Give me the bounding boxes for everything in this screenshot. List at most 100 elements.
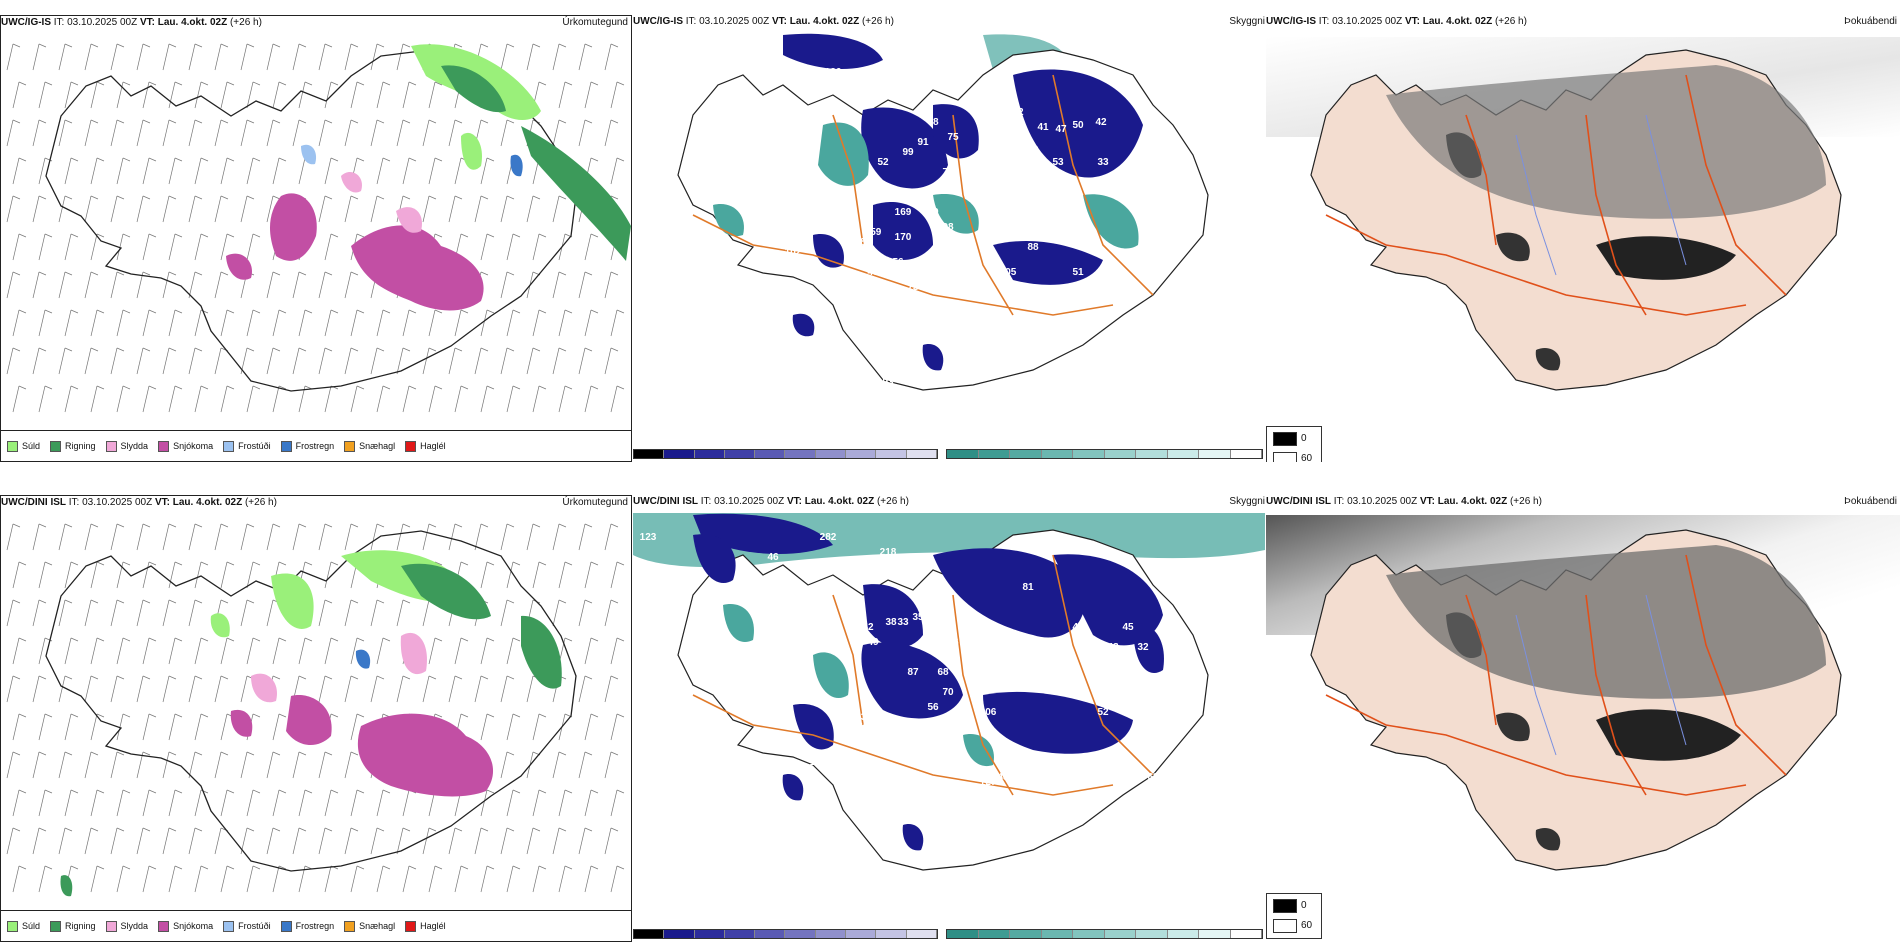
wind-barb	[58, 523, 73, 551]
wind-barb	[578, 827, 593, 855]
wind-barb	[6, 751, 21, 779]
wind-barb	[480, 637, 495, 665]
wind-barb	[168, 157, 183, 185]
legend-item: Haglél	[405, 920, 446, 932]
cloud-base-value: 56	[892, 257, 904, 268]
wind-barb	[292, 347, 307, 375]
wind-barb	[480, 233, 495, 261]
wind-barb	[136, 347, 151, 375]
colorbar-tick: 10	[1245, 941, 1257, 942]
cloud-base-value: 48	[1107, 642, 1119, 653]
wind-barb	[474, 347, 489, 375]
wind-barb	[32, 599, 47, 627]
cloud-base-value: 15	[767, 327, 779, 338]
wind-barb	[90, 81, 105, 109]
wind-barb	[500, 119, 515, 147]
wind-barb	[188, 43, 203, 71]
wind-barb	[266, 195, 281, 223]
wind-barb	[558, 561, 573, 589]
legend-swatch	[7, 440, 18, 452]
panel-title: UWC/DINI ISL IT: 03.10.2025 00Z VT: Lau.…	[633, 496, 909, 507]
wind-barb	[480, 385, 495, 413]
colorbar-tick: 3	[1028, 461, 1034, 462]
wind-barb	[298, 309, 313, 337]
cloud-base-colorbar: m 0 200 400 600 800 1000	[633, 929, 938, 942]
cloud-base-value: 136	[825, 67, 842, 78]
wind-barb	[38, 865, 53, 893]
fog-legend-high: 60	[1301, 920, 1313, 931]
precip-legend: Súld Rigning Slydda Snjókoma Frostúði Frostre…	[1, 430, 631, 461]
wind-barb	[64, 233, 79, 261]
fog-legend-low: 0	[1301, 433, 1307, 444]
wind-barb	[194, 233, 209, 261]
wind-barb	[110, 675, 125, 703]
wind-barb	[324, 865, 339, 893]
wind-barb	[188, 751, 203, 779]
cloud-base-value: 179	[790, 82, 807, 93]
wind-barb	[246, 789, 261, 817]
wind-barb	[240, 599, 255, 627]
legend-label: Snæhagl	[359, 921, 396, 931]
cloud-base-value: 36	[757, 277, 769, 288]
wind-barb	[370, 827, 385, 855]
wind-barb	[142, 309, 157, 337]
colorbar-tick: 6	[1122, 941, 1128, 942]
wind-barb	[84, 523, 99, 551]
legend-swatch	[280, 920, 292, 932]
wind-barb	[58, 827, 73, 855]
colorbar-tick: 1	[965, 941, 971, 942]
wind-barb	[318, 675, 333, 703]
legend-item: Súld	[7, 920, 40, 932]
wind-barb	[214, 195, 229, 223]
colorbar-cells	[946, 449, 1263, 459]
wind-barb	[246, 385, 261, 413]
wind-barb	[344, 347, 359, 375]
wind-barb	[376, 81, 391, 109]
wind-barb	[220, 637, 235, 665]
wind-barb	[142, 789, 157, 817]
wind-barb	[6, 347, 21, 375]
colorbar-tick: 6	[1122, 461, 1128, 462]
wind-barb	[58, 119, 73, 147]
colorbar-tick: 4	[1059, 941, 1065, 942]
colorbar-tick: 9	[1216, 461, 1222, 462]
legend-label: Snjókoma	[173, 441, 214, 451]
legend-item: Súld	[7, 440, 40, 452]
wind-barb	[194, 309, 209, 337]
wind-barb	[396, 827, 411, 855]
wind-barb	[422, 675, 437, 703]
wind-barb	[84, 271, 99, 299]
wind-barb	[474, 195, 489, 223]
cloud-base-value: 46	[1052, 187, 1064, 198]
wind-barb	[162, 675, 177, 703]
wind-barb	[350, 81, 365, 109]
wind-barb	[214, 271, 229, 299]
river-network	[1515, 594, 1687, 756]
wind-barb	[6, 119, 21, 147]
wind-barb	[90, 385, 105, 413]
road-network	[1325, 554, 1787, 796]
wind-barb	[90, 713, 105, 741]
cloud-base-value: 35	[912, 612, 924, 623]
colorbar-tick: 1	[965, 461, 971, 462]
cloud-base-value: 42	[1095, 117, 1107, 128]
cloud-base-value: 45	[1122, 622, 1134, 633]
wind-barb	[526, 523, 541, 551]
fog-panel-row2: UWC/DINI ISL IT: 03.10.2025 00Z VT: Lau.…	[1266, 495, 1900, 942]
wind-barb	[110, 43, 125, 71]
cloud-base-value: 70	[942, 687, 954, 698]
wind-barb	[266, 347, 281, 375]
wind-barb	[526, 195, 541, 223]
cloud-base-value: 105	[1000, 267, 1017, 278]
wind-barb	[396, 43, 411, 71]
legend-item: Rigning	[50, 920, 96, 932]
cloud-base-value: 35	[792, 827, 804, 838]
cloud-base-value: 78	[942, 167, 954, 178]
fog-map	[1266, 37, 1900, 391]
cloud-base-value: 155	[775, 337, 792, 348]
wind-barb	[454, 865, 469, 893]
wind-barb	[110, 827, 125, 855]
wind-barb	[584, 789, 599, 817]
wind-barb	[136, 43, 151, 71]
wind-barb	[480, 713, 495, 741]
